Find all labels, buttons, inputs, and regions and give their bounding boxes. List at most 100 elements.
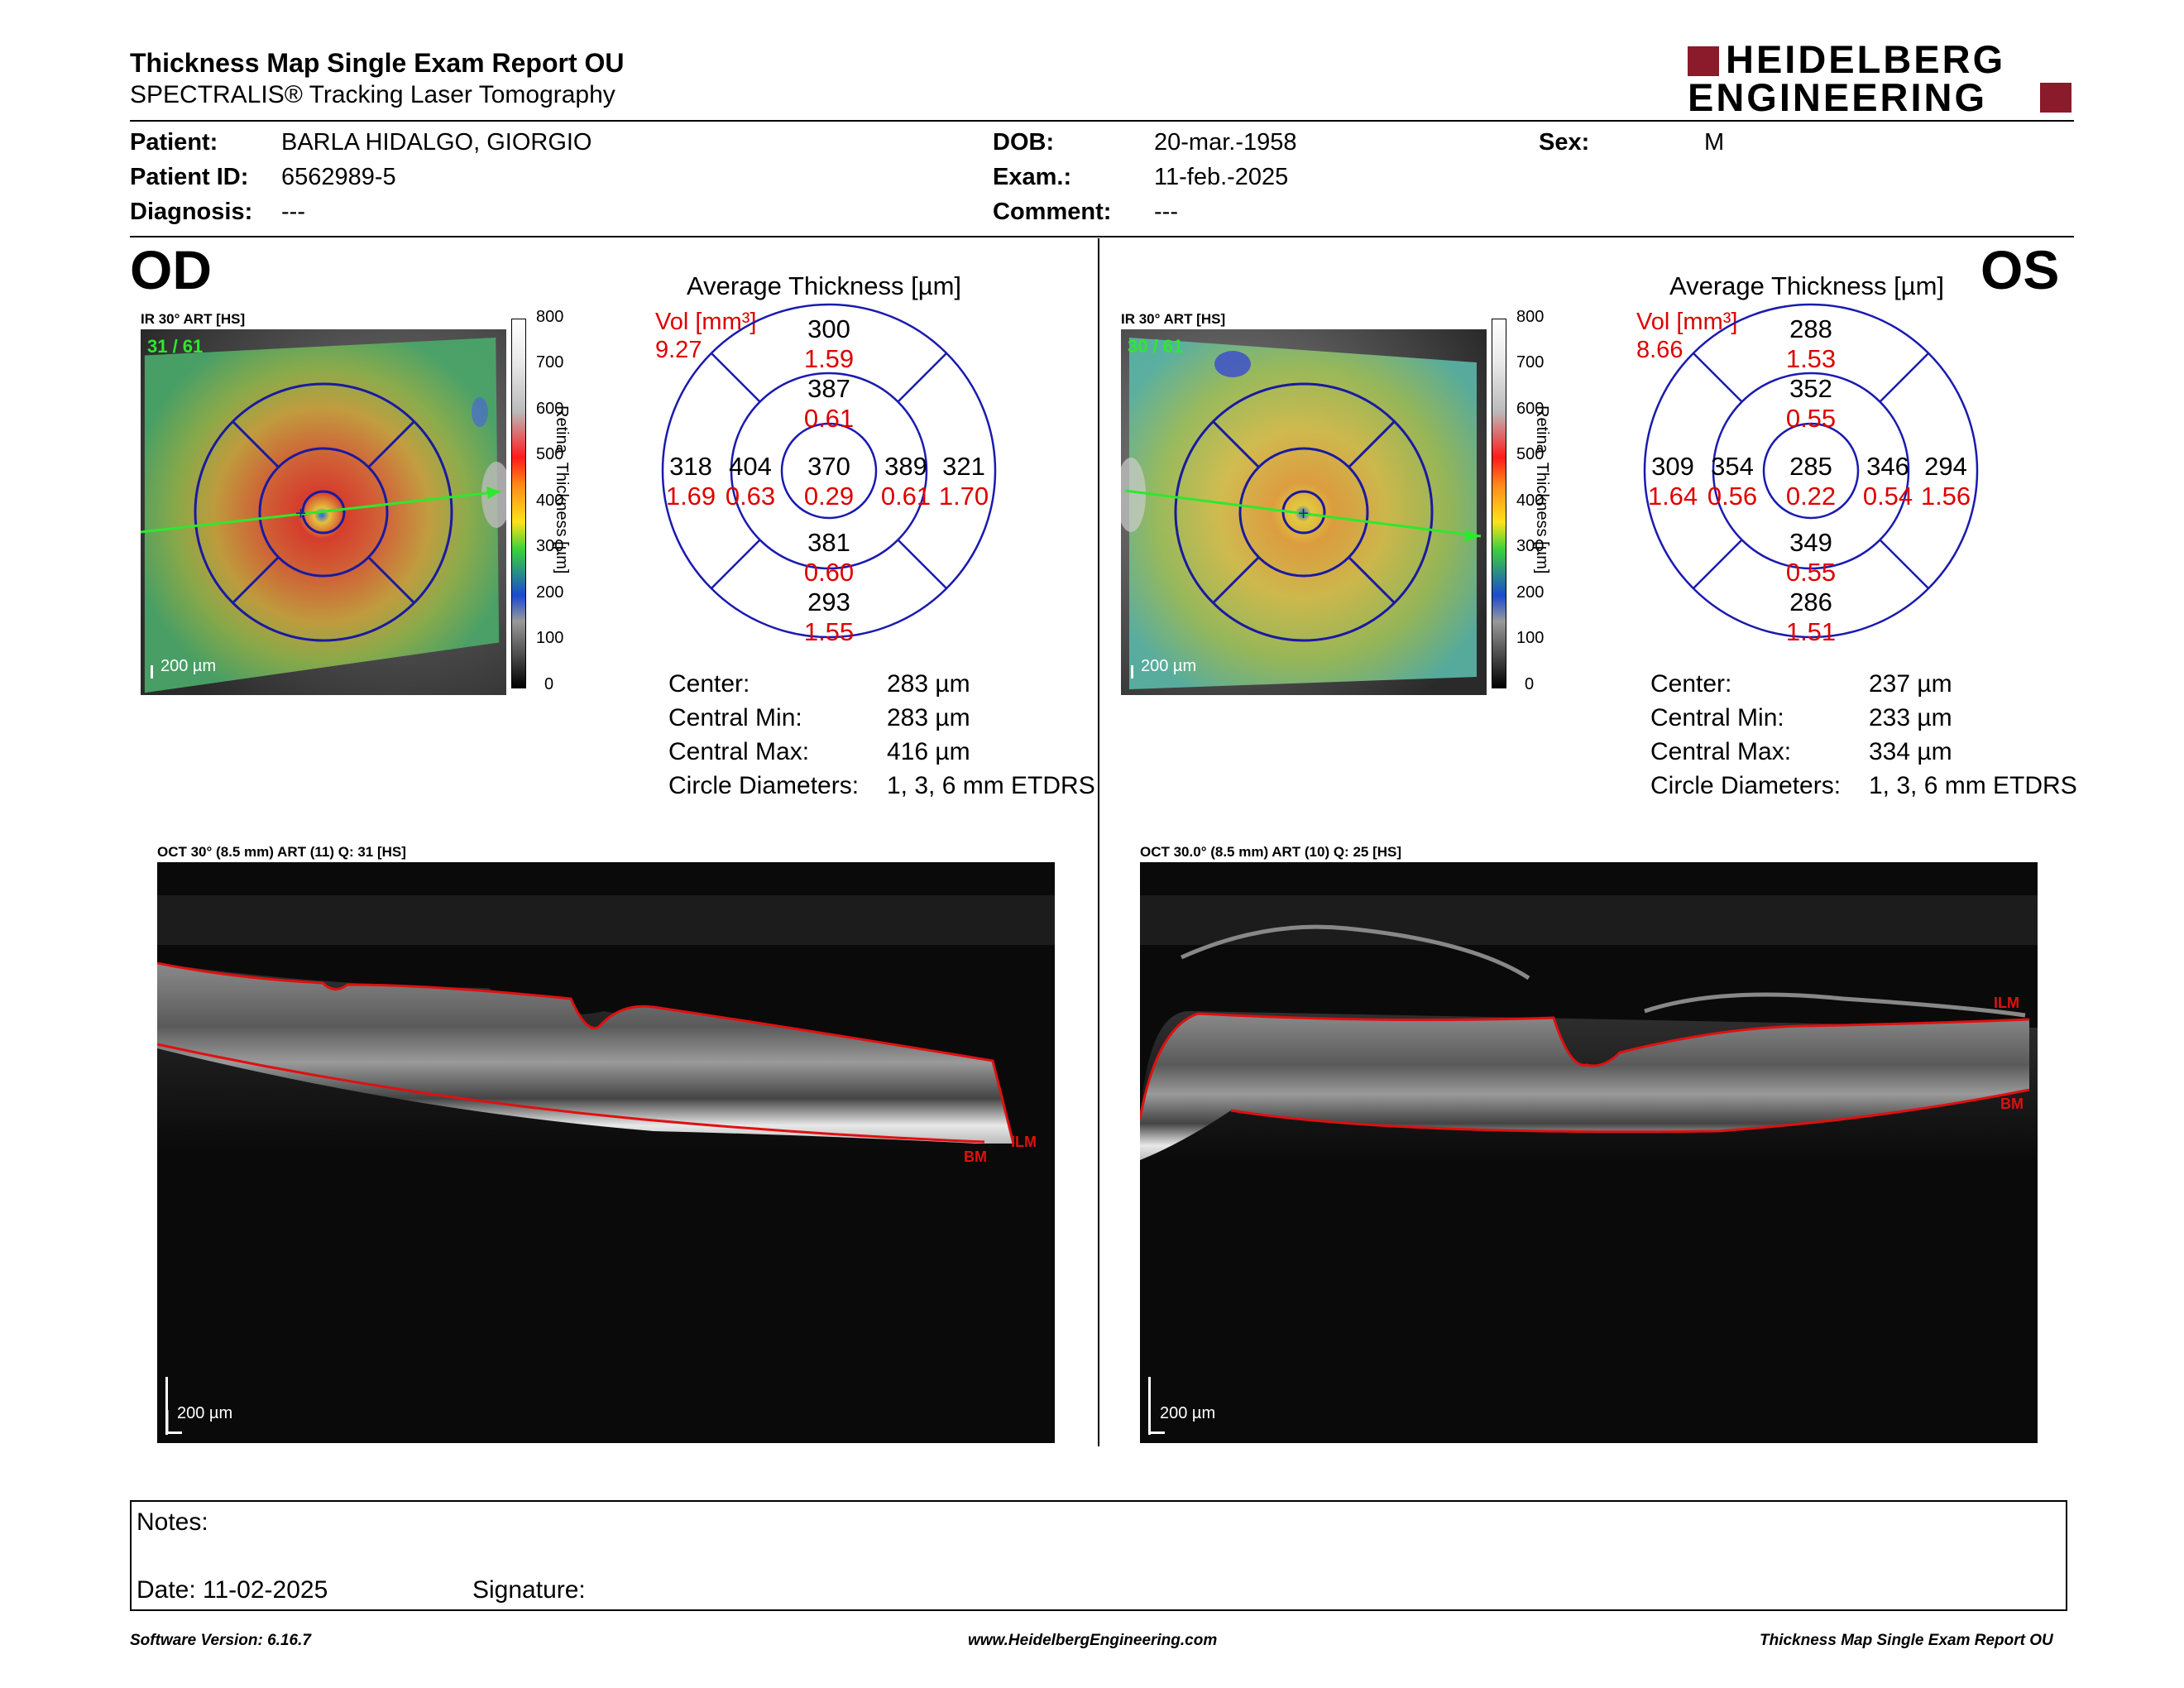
sector-volume: 0.55 <box>1785 404 1837 433</box>
od-max-label: Central Max: <box>668 738 810 765</box>
os-oct-label: OCT 30.0° (8.5 mm) ART (10) Q: 25 [HS] <box>1140 844 1402 860</box>
od-vol-value: 9.27 <box>655 337 702 363</box>
os-sector-outer-left: 309 1.64 <box>1636 452 1710 511</box>
od-frame-counter: 31 / 61 <box>147 336 204 357</box>
os-center-value: 237 µm <box>1869 670 1952 698</box>
od-etdrs-grid <box>661 303 997 639</box>
cb-tick: 200 <box>1516 583 1545 602</box>
os-avg-title: Average Thickness [µm] <box>1669 271 1945 300</box>
sector-thickness: 346 <box>1866 452 1909 481</box>
od-fundus-label: IR 30° ART [HS] <box>141 311 246 327</box>
logo-square-icon-2 <box>2040 83 2071 113</box>
sector-thickness: 354 <box>1711 452 1754 481</box>
os-sector-inner-top: 352 0.55 <box>1774 374 1848 434</box>
sector-volume: 1.70 <box>938 482 989 511</box>
sector-thickness: 294 <box>1924 452 1967 481</box>
sector-thickness: 349 <box>1789 528 1832 557</box>
os-min-value: 233 µm <box>1869 704 1952 731</box>
center-divider <box>1098 238 1099 1446</box>
date-label: Date: 11-02-2025 <box>136 1576 328 1604</box>
os-oct-bscan: ILM BM 200 µm <box>1140 862 2038 1443</box>
heidelberg-logo: HEIDELBERG ENGINEERING <box>1688 38 2076 119</box>
od-avg-title: Average Thickness [µm] <box>687 271 962 300</box>
od-colorbar <box>511 319 526 688</box>
sector-thickness: 318 <box>669 452 712 481</box>
footer-report-title: Thickness Map Single Exam Report OU <box>1760 1632 2053 1649</box>
patient-id-value: 6562989-5 <box>281 164 396 190</box>
os-sector-outer-top: 288 1.53 <box>1774 314 1848 374</box>
od-oct-bscan: ILM BM 200 µm <box>157 862 1055 1443</box>
os-colorbar <box>1492 319 1506 688</box>
od-sector-inner-top: 387 0.61 <box>792 374 866 434</box>
od-colorbar-label: Retina Thickness [µm] <box>553 405 571 574</box>
sector-thickness: 370 <box>807 452 850 481</box>
logo-line2: ENGINEERING <box>1688 75 1988 119</box>
svg-text:+: + <box>1297 505 1310 522</box>
od-oct-scale-label: 200 µm <box>177 1404 233 1422</box>
sector-volume: 0.55 <box>1785 558 1837 587</box>
os-etdrs-grid <box>1643 303 1979 639</box>
sector-thickness: 293 <box>807 587 850 616</box>
sector-thickness: 387 <box>807 374 850 403</box>
sector-volume: 0.61 <box>880 482 932 511</box>
cb-tick: 400 <box>1516 492 1545 510</box>
sector-thickness: 352 <box>1789 374 1832 403</box>
od-sector-outer-bottom: 293 1.55 <box>792 587 866 647</box>
cb-tick: 100 <box>536 629 564 647</box>
sector-volume: 1.69 <box>665 482 716 511</box>
dob-label: DOB: <box>993 129 1055 156</box>
logo-square-icon <box>1688 46 1719 76</box>
sector-volume: 0.54 <box>1862 482 1913 511</box>
cb-tick: 300 <box>1516 537 1545 555</box>
cb-tick: 0 <box>1525 675 1535 693</box>
sector-volume: 0.22 <box>1785 482 1837 511</box>
os-thickness-map: + 30 / 61 200 µm <box>1121 329 1487 695</box>
sector-thickness: 300 <box>807 314 850 343</box>
notes-box[interactable]: Notes: Date: 11-02-2025 Signature: <box>130 1500 2067 1611</box>
od-eye-label: OD <box>130 239 212 300</box>
os-max-value: 334 µm <box>1869 738 1952 765</box>
sector-thickness: 288 <box>1789 314 1832 343</box>
os-ilm-label: ILM <box>1994 995 2019 1011</box>
od-thickness-map: + 31 / 61 200 µm <box>141 329 506 695</box>
sector-thickness: 286 <box>1789 587 1832 616</box>
dob-value: 20-mar.-1958 <box>1154 129 1297 156</box>
cb-tick: 700 <box>1516 353 1545 372</box>
od-sector-outer-left: 318 1.69 <box>654 452 728 511</box>
sector-volume: 1.55 <box>803 617 855 646</box>
logo-line1: HEIDELBERG <box>1726 37 2006 81</box>
od-center-label: Center: <box>668 670 750 698</box>
od-sector-center: 370 0.29 <box>792 452 866 511</box>
diagnosis-value: --- <box>281 199 305 225</box>
sex-label: Sex: <box>1539 129 1590 156</box>
sector-volume: 1.53 <box>1785 344 1837 373</box>
software-version: Software Version: 6.16.7 <box>130 1632 311 1649</box>
exam-label: Exam.: <box>993 164 1072 190</box>
sector-volume: 1.59 <box>803 344 855 373</box>
sector-thickness: 381 <box>807 528 850 557</box>
os-eye-label: OS <box>1980 239 2060 300</box>
sector-volume: 1.51 <box>1785 617 1837 646</box>
signature-label: Signature: <box>472 1576 586 1604</box>
od-sector-inner-bottom: 381 0.60 <box>792 528 866 587</box>
od-diam-value: 1, 3, 6 mm ETDRS <box>887 772 1095 799</box>
os-center-label: Center: <box>1650 670 1732 698</box>
sector-thickness: 321 <box>942 452 985 481</box>
cb-tick: 400 <box>536 492 564 510</box>
sex-value: M <box>1704 129 1725 156</box>
patient-id-label: Patient ID: <box>130 164 249 190</box>
os-vol-value: 8.66 <box>1636 337 1684 363</box>
os-max-label: Central Max: <box>1650 738 1792 765</box>
sector-volume: 0.56 <box>1707 482 1758 511</box>
os-frame-counter: 30 / 61 <box>1128 336 1184 357</box>
cb-tick: 600 <box>1516 400 1545 418</box>
od-colorbar-ticks: 800 700 600 500 400 300 200 100 0 <box>536 308 577 697</box>
website-link[interactable]: www.HeidelbergEngineering.com <box>968 1632 1218 1649</box>
od-bm-label: BM <box>964 1149 987 1165</box>
od-sector-inner-left: 404 0.63 <box>713 452 788 511</box>
report-title: Thickness Map Single Exam Report OU <box>130 48 625 78</box>
cb-tick: 0 <box>544 675 554 693</box>
patient-label: Patient: <box>130 129 218 156</box>
comment-label: Comment: <box>993 199 1112 225</box>
os-colorbar-label: Retina Thickness [µm] <box>1533 405 1551 574</box>
